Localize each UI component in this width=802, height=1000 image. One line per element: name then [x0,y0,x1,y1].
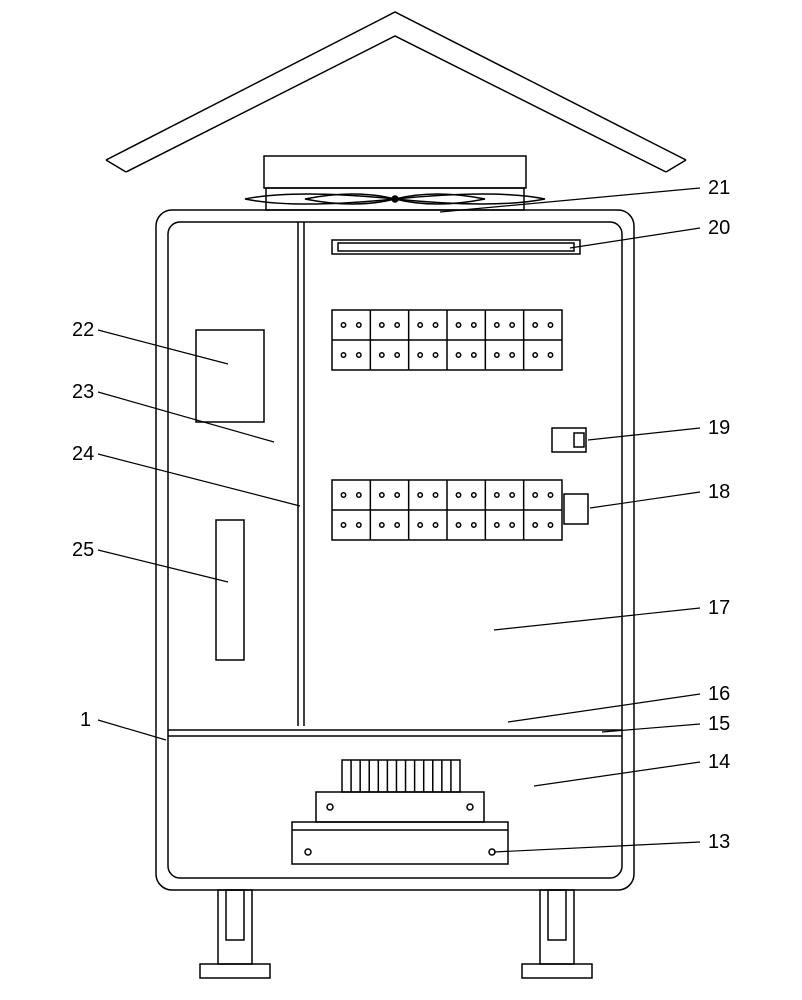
callout-label-15: 15 [708,713,730,735]
callout-label-19: 19 [708,417,730,439]
callout-label-1: 1 [80,709,91,731]
callout-label-24: 24 [72,443,94,465]
callout-label-13: 13 [708,831,730,853]
callout-label-25: 25 [72,539,94,561]
callout-label-14: 14 [708,751,730,773]
diagram-container: 1 13 14 15 16 17 18 19 20 21 22 23 24 25 [0,0,802,1000]
callout-label-18: 18 [708,481,730,503]
callout-label-17: 17 [708,597,730,619]
callout-label-16: 16 [708,683,730,705]
technical-drawing: 1 13 14 15 16 17 18 19 20 21 22 23 24 25 [0,0,802,1000]
callout-label-21: 21 [708,177,730,199]
callout-label-22: 22 [72,319,94,341]
callout-label-20: 20 [708,217,730,239]
callout-label-23: 23 [72,381,94,403]
